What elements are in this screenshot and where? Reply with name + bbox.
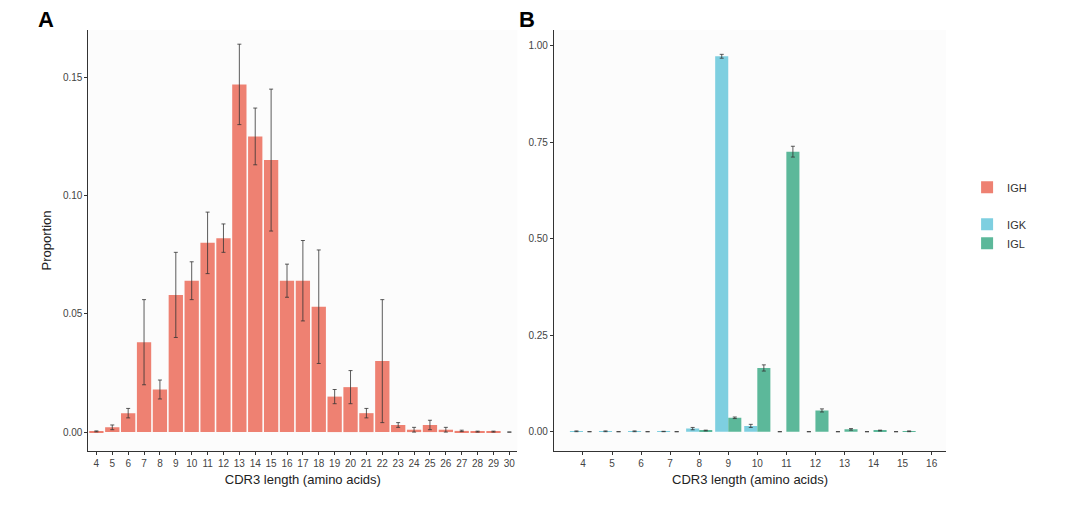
svg-text:16: 16: [281, 458, 293, 469]
svg-text:28: 28: [472, 458, 484, 469]
svg-text:15: 15: [897, 458, 909, 469]
svg-text:7: 7: [667, 458, 673, 469]
svg-text:9: 9: [725, 458, 731, 469]
svg-text:8: 8: [696, 458, 702, 469]
svg-text:0.50: 0.50: [528, 233, 548, 244]
svg-text:18: 18: [313, 458, 325, 469]
svg-text:CDR3 length (amino acids): CDR3 length (amino acids): [672, 472, 828, 487]
svg-text:25: 25: [424, 458, 436, 469]
svg-text:15: 15: [266, 458, 278, 469]
svg-text:13: 13: [839, 458, 851, 469]
svg-text:IGL: IGL: [1007, 238, 1025, 250]
svg-text:8: 8: [157, 458, 163, 469]
svg-text:6: 6: [125, 458, 131, 469]
svg-text:13: 13: [234, 458, 246, 469]
svg-text:5: 5: [109, 458, 115, 469]
svg-text:0.10: 0.10: [63, 190, 83, 201]
svg-text:14: 14: [868, 458, 880, 469]
svg-text:0.75: 0.75: [528, 137, 548, 148]
svg-text:20: 20: [345, 458, 357, 469]
svg-text:IGK: IGK: [1007, 219, 1027, 231]
svg-text:0.00: 0.00: [63, 427, 83, 438]
svg-text:22: 22: [377, 458, 389, 469]
svg-text:7: 7: [141, 458, 147, 469]
svg-text:Proportion: Proportion: [39, 211, 54, 271]
svg-text:B: B: [519, 7, 535, 32]
svg-text:30: 30: [504, 458, 516, 469]
svg-text:27: 27: [456, 458, 468, 469]
svg-text:21: 21: [361, 458, 373, 469]
svg-text:4: 4: [580, 458, 586, 469]
svg-text:11: 11: [781, 458, 792, 469]
svg-text:0.25: 0.25: [528, 330, 548, 341]
svg-text:29: 29: [488, 458, 500, 469]
svg-text:10: 10: [186, 458, 198, 469]
svg-text:12: 12: [218, 458, 230, 469]
svg-text:16: 16: [926, 458, 938, 469]
svg-text:14: 14: [250, 458, 262, 469]
svg-text:26: 26: [440, 458, 452, 469]
svg-text:11: 11: [202, 458, 213, 469]
svg-text:19: 19: [329, 458, 341, 469]
svg-text:12: 12: [810, 458, 822, 469]
svg-text:0.15: 0.15: [63, 72, 83, 83]
svg-text:23: 23: [393, 458, 405, 469]
svg-text:1.00: 1.00: [528, 40, 548, 51]
svg-text:A: A: [38, 7, 54, 32]
svg-text:4: 4: [94, 458, 100, 469]
svg-text:0.05: 0.05: [63, 308, 83, 319]
svg-text:17: 17: [297, 458, 309, 469]
svg-text:24: 24: [409, 458, 421, 469]
svg-text:IGH: IGH: [1007, 182, 1027, 194]
svg-text:6: 6: [638, 458, 644, 469]
svg-text:CDR3 length (amino acids): CDR3 length (amino acids): [225, 472, 381, 487]
svg-text:0.00: 0.00: [528, 426, 548, 437]
svg-text:5: 5: [609, 458, 615, 469]
svg-text:10: 10: [752, 458, 764, 469]
svg-text:9: 9: [173, 458, 179, 469]
